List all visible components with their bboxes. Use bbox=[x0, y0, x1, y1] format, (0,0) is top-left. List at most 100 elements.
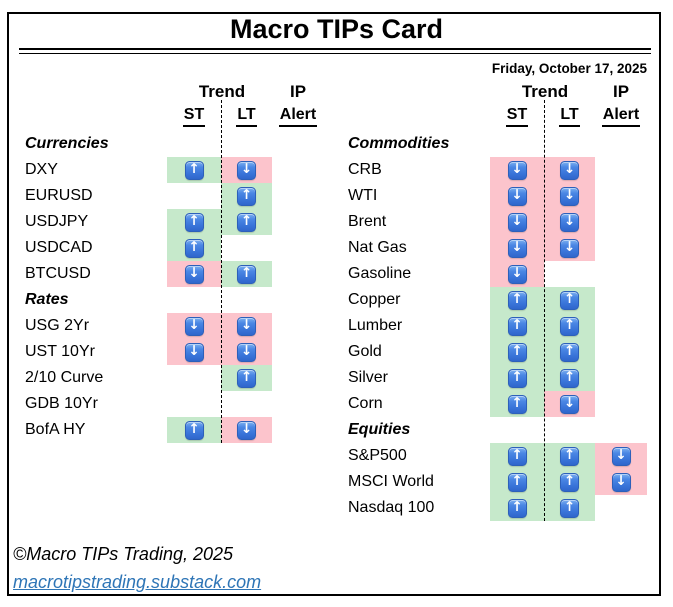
lumber-lt-cell: ↑ bbox=[544, 313, 595, 339]
up-arrow-icon: ↑ bbox=[507, 368, 527, 388]
copyright-text: ©Macro TIPs Trading, 2025 bbox=[13, 544, 234, 564]
section-label: Equities bbox=[348, 421, 411, 438]
gold-alert-cell bbox=[595, 339, 647, 365]
title-divider bbox=[19, 48, 651, 54]
right-panel: Trend IP ST LT Alert Commodities CRB ↓ ↓ WTI… bbox=[348, 82, 647, 521]
asset-label: Copper bbox=[348, 291, 401, 308]
dxy-lt-cell: ↓ bbox=[221, 157, 272, 183]
2-10-curve-st-cell bbox=[167, 365, 221, 391]
lt-column-header: LT bbox=[221, 106, 272, 127]
bofa-hy-st-cell: ↑ bbox=[167, 417, 221, 443]
right-rows: Commodities CRB ↓ ↓ WTI ↓ ↓ Brent ↓ ↓ Nat Gas ↓ ↓ Gas… bbox=[348, 131, 647, 521]
up-arrow-icon: ↑ bbox=[237, 212, 256, 232]
st-header-label: ST bbox=[182, 106, 206, 127]
st-lt-divider bbox=[221, 100, 222, 443]
asset-label: EURUSD bbox=[25, 187, 93, 204]
wti-alert-cell bbox=[595, 183, 647, 209]
asset-row-2-10-curve: 2/10 Curve ↑ bbox=[25, 365, 324, 391]
asset-row-crb: CRB ↓ ↓ bbox=[348, 157, 647, 183]
left-rows: Currencies DXY ↑ ↓ EURUSD ↑ USDJPY ↑ ↑ USDCAD ↑ BTC… bbox=[25, 131, 324, 443]
asset-label: CRB bbox=[348, 161, 382, 178]
corn-alert-cell bbox=[595, 391, 647, 417]
down-arrow-icon: ↓ bbox=[507, 238, 527, 258]
asset-row-eurusd: EURUSD ↑ bbox=[25, 183, 324, 209]
up-arrow-icon: ↑ bbox=[184, 212, 204, 232]
eurusd-lt-cell: ↑ bbox=[221, 183, 272, 209]
alert-column-header: Alert bbox=[595, 106, 647, 127]
st-column-header: ST bbox=[490, 106, 544, 127]
up-arrow-icon: ↑ bbox=[560, 472, 579, 492]
gdb-10yr-st-cell bbox=[167, 391, 221, 417]
dxy-st-cell: ↑ bbox=[167, 157, 221, 183]
asset-label: USDCAD bbox=[25, 239, 93, 256]
asset-label: Brent bbox=[348, 213, 387, 230]
nasdaq-100-st-cell: ↑ bbox=[490, 495, 544, 521]
up-arrow-icon: ↑ bbox=[560, 342, 579, 362]
down-arrow-icon: ↓ bbox=[560, 212, 579, 232]
asset-row-lumber: Lumber ↑ ↑ bbox=[348, 313, 647, 339]
up-arrow-icon: ↑ bbox=[507, 472, 527, 492]
section-row-currencies: Currencies bbox=[25, 131, 324, 157]
asset-label: BofA HY bbox=[25, 421, 86, 438]
asset-row-copper: Copper ↑ ↑ bbox=[348, 287, 647, 313]
page-title: Macro TIPs Card bbox=[229, 14, 444, 44]
gold-st-cell: ↑ bbox=[490, 339, 544, 365]
down-arrow-icon: ↓ bbox=[611, 472, 631, 492]
brent-lt-cell: ↓ bbox=[544, 209, 595, 235]
usdcad-lt-cell bbox=[221, 235, 272, 261]
nat-gas-st-cell: ↓ bbox=[490, 235, 544, 261]
up-arrow-icon: ↑ bbox=[507, 290, 527, 310]
2-10-curve-lt-cell: ↑ bbox=[221, 365, 272, 391]
nasdaq-100-lt-cell: ↑ bbox=[544, 495, 595, 521]
copper-alert-cell bbox=[595, 287, 647, 313]
up-arrow-icon: ↑ bbox=[237, 186, 256, 206]
up-arrow-icon: ↑ bbox=[560, 316, 579, 336]
asset-label: Lumber bbox=[348, 317, 403, 334]
up-arrow-icon: ↑ bbox=[560, 368, 579, 388]
asset-row-s-p500: S&P500 ↑ ↑ ↓ bbox=[348, 443, 647, 469]
right-trend-ip-header: Trend IP bbox=[348, 82, 647, 106]
up-arrow-icon: ↑ bbox=[507, 316, 527, 336]
asset-row-corn: Corn ↑ ↓ bbox=[348, 391, 647, 417]
up-arrow-icon: ↑ bbox=[507, 394, 527, 414]
down-arrow-icon: ↓ bbox=[560, 160, 579, 180]
asset-label: MSCI World bbox=[348, 473, 434, 490]
asset-row-brent: Brent ↓ ↓ bbox=[348, 209, 647, 235]
down-arrow-icon: ↓ bbox=[184, 264, 204, 284]
usdjpy-lt-cell: ↑ bbox=[221, 209, 272, 235]
s-p500-alert-cell: ↓ bbox=[595, 443, 647, 469]
copper-lt-cell: ↑ bbox=[544, 287, 595, 313]
up-arrow-icon: ↑ bbox=[237, 264, 256, 284]
asset-label: Corn bbox=[348, 395, 383, 412]
wti-st-cell: ↓ bbox=[490, 183, 544, 209]
crb-st-cell: ↓ bbox=[490, 157, 544, 183]
brent-st-cell: ↓ bbox=[490, 209, 544, 235]
alert-header-label: Alert bbox=[278, 106, 318, 127]
usg-2yr-lt-cell: ↓ bbox=[221, 313, 272, 339]
asset-label: USDJPY bbox=[25, 213, 89, 230]
trend-header: Trend bbox=[198, 82, 246, 101]
gold-lt-cell: ↑ bbox=[544, 339, 595, 365]
2-10-curve-alert-cell bbox=[272, 365, 324, 391]
down-arrow-icon: ↓ bbox=[507, 160, 527, 180]
lumber-alert-cell bbox=[595, 313, 647, 339]
silver-lt-cell: ↑ bbox=[544, 365, 595, 391]
substack-link[interactable]: macrotipstrading.substack.com bbox=[13, 572, 262, 592]
card-border bbox=[7, 12, 661, 596]
usdjpy-alert-cell bbox=[272, 209, 324, 235]
section-row-rates: Rates bbox=[25, 287, 324, 313]
trend-header: Trend bbox=[521, 82, 569, 101]
dxy-alert-cell bbox=[272, 157, 324, 183]
asset-label: S&P500 bbox=[348, 447, 407, 464]
msci-world-alert-cell: ↓ bbox=[595, 469, 647, 495]
asset-label: DXY bbox=[25, 161, 58, 178]
down-arrow-icon: ↓ bbox=[184, 316, 204, 336]
brent-alert-cell bbox=[595, 209, 647, 235]
nat-gas-lt-cell: ↓ bbox=[544, 235, 595, 261]
date-label: Friday, October 17, 2025 bbox=[491, 61, 647, 76]
section-label: Currencies bbox=[25, 135, 109, 152]
asset-row-ust-10yr: UST 10Yr ↓ ↓ bbox=[25, 339, 324, 365]
up-arrow-icon: ↑ bbox=[184, 420, 204, 440]
asset-label: Gold bbox=[348, 343, 382, 360]
